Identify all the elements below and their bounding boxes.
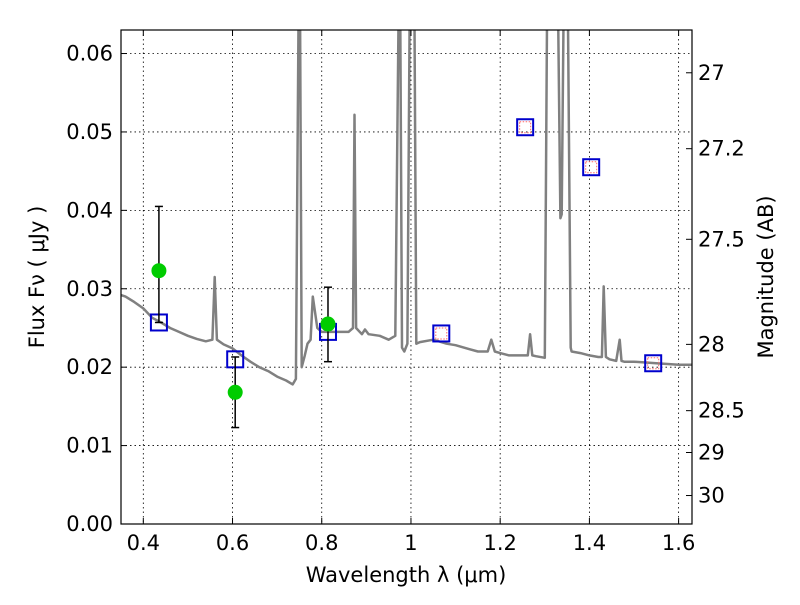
y2-tick-label: 28	[698, 332, 725, 356]
model-square	[516, 118, 535, 137]
observed-point	[151, 263, 167, 279]
y2-tick-label: 29	[698, 440, 725, 464]
y2-axis-label: Magnitude (AB)	[754, 195, 778, 358]
y2-tick-label: 27.5	[698, 227, 745, 251]
x-tick-label: 1	[404, 531, 417, 555]
y-tick-label: 0.01	[66, 434, 113, 458]
model-square-inner	[585, 161, 598, 174]
data-points-group	[149, 118, 663, 429]
x-axis-label: Wavelength λ (μm)	[306, 563, 507, 587]
y-tick-label: 0.04	[66, 198, 113, 222]
y-tick-label: 0.00	[66, 512, 113, 536]
x-tick-label: 0.4	[127, 531, 160, 555]
y-tick-label: 0.06	[66, 42, 113, 66]
observed-point	[320, 316, 336, 332]
y2-tick-label: 28.5	[698, 399, 745, 423]
y2-tick-label: 30	[698, 484, 725, 508]
model-square-inner	[647, 357, 660, 370]
model-square-inner	[519, 121, 532, 134]
x-tick-label: 1.4	[573, 531, 606, 555]
x-tick-label: 0.6	[216, 531, 249, 555]
x-tick-label: 1.2	[483, 531, 516, 555]
model-square	[644, 354, 663, 373]
y-axis-label: Flux Fν ( μJy )	[25, 206, 49, 349]
sed-line	[121, 30, 692, 386]
y2-tick-label: 27.2	[698, 137, 745, 161]
y-tick-label: 0.05	[66, 120, 113, 144]
y-tick-label: 0.03	[66, 277, 113, 301]
model-square	[432, 324, 451, 343]
y2-tick-label: 27	[698, 61, 725, 85]
model-square	[582, 158, 601, 177]
model-square-inner	[435, 327, 448, 340]
plot-frame	[120, 29, 693, 525]
observed-point	[227, 384, 243, 400]
x-tick-label: 0.8	[305, 531, 338, 555]
y-tick-label: 0.02	[66, 355, 113, 379]
x-tick-label: 1.6	[662, 531, 695, 555]
sed-line-group	[121, 30, 692, 386]
grid	[121, 30, 692, 525]
tick-group: 0.4 0.6 0.8 1 1.2 1.4 1.6 0.00 0.01 0.02 0.03 0.04 0…	[66, 30, 745, 555]
